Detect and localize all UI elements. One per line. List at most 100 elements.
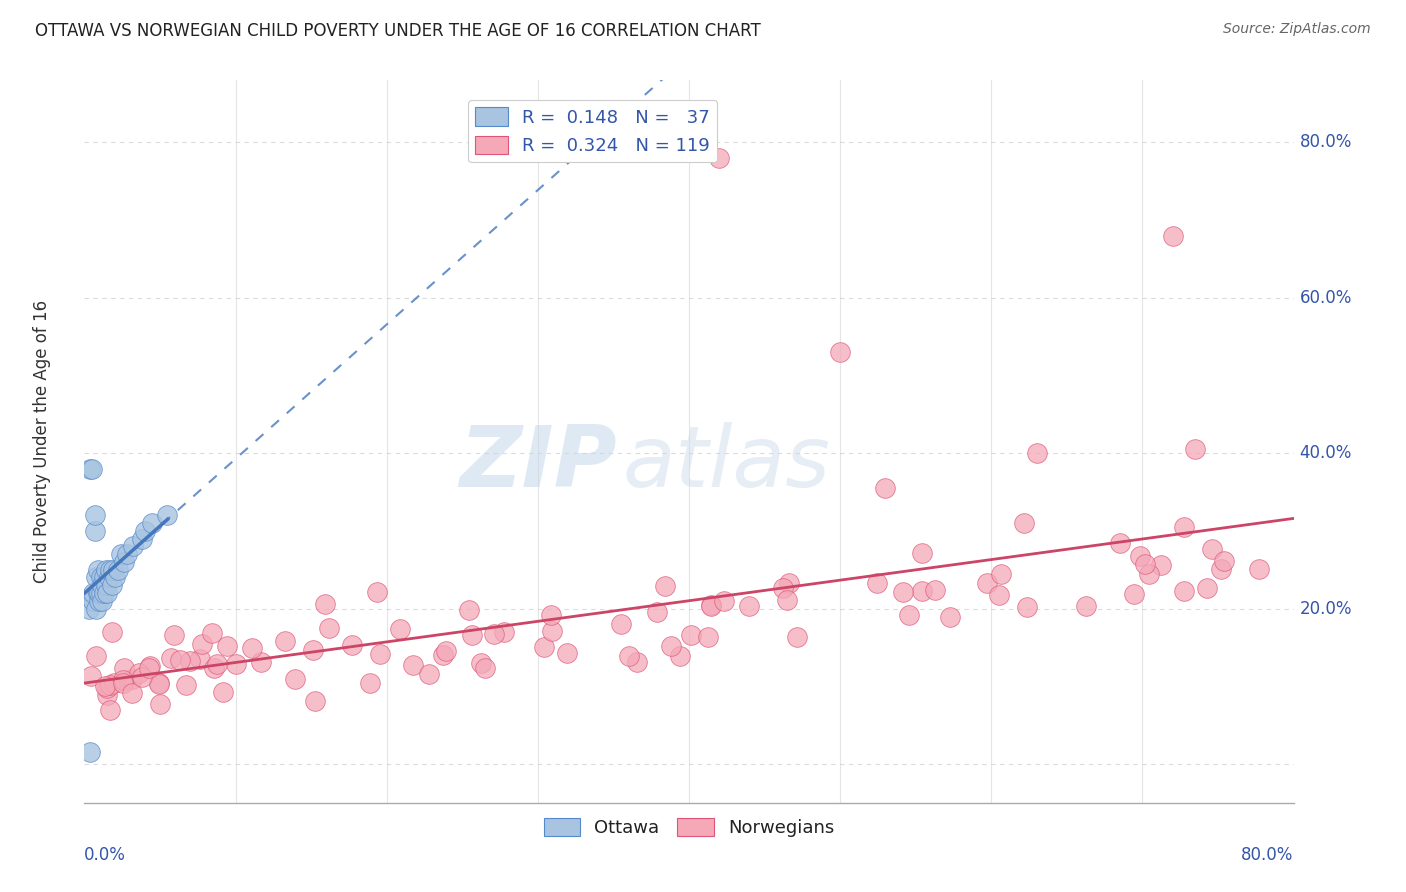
Point [84,508,107,523]
Point [169,653,191,667]
Text: 20.0%: 20.0% [1299,599,1353,617]
Point [1109,536,1132,550]
Point [1173,584,1195,599]
Point [240,641,263,656]
Point [1137,567,1160,582]
Point [121,685,143,699]
Point [80,461,103,475]
Point [79,745,101,759]
Point [668,649,690,664]
Point [898,607,921,622]
Point [90,570,112,584]
Point [98,678,121,692]
Point [1201,542,1223,557]
Point [94,679,117,693]
Point [138,661,160,675]
Point [626,655,648,669]
Point [891,584,914,599]
Point [1213,554,1236,568]
Point [610,617,633,632]
Point [121,672,143,686]
Text: Source: ZipAtlas.com: Source: ZipAtlas.com [1223,22,1371,37]
Text: OTTAWA VS NORWEGIAN CHILD POVERTY UNDER THE AGE OF 16 CORRELATION CHART: OTTAWA VS NORWEGIAN CHILD POVERTY UNDER … [35,22,761,40]
Point [131,532,153,546]
Point [709,151,731,165]
Point [304,693,326,707]
Point [93,586,115,600]
Point [434,643,457,657]
Point [366,585,388,599]
Point [738,599,761,613]
Point [659,639,682,653]
Point [79,461,101,475]
Point [679,628,702,642]
Point [617,649,640,664]
Point [82,594,104,608]
Text: Child Poverty Under the Age of 16: Child Poverty Under the Age of 16 [32,300,51,583]
Point [212,685,235,699]
Point [121,540,143,554]
Point [217,639,239,653]
Text: ZIP: ZIP [458,422,616,505]
Point [875,481,897,495]
Point [314,597,336,611]
Point [202,660,225,674]
Point [1025,446,1047,460]
Point [697,630,720,644]
Point [191,637,214,651]
Point [654,579,676,593]
Point [866,575,889,590]
Point [96,586,118,600]
Point [911,583,934,598]
Point [1017,600,1039,615]
Point [700,599,723,614]
Point [830,345,852,359]
Point [93,570,115,584]
Point [112,661,135,675]
Point [98,563,121,577]
Point [89,594,111,608]
Point [91,578,114,592]
Text: 60.0%: 60.0% [1299,289,1353,307]
Point [91,594,114,608]
Point [139,659,162,673]
Point [359,676,381,690]
Point [77,601,100,615]
Point [89,586,111,600]
Point [200,626,222,640]
Point [131,670,153,684]
Point [107,563,129,577]
Point [274,634,297,648]
Point [786,630,808,644]
Point [1133,557,1156,571]
Point [87,563,110,577]
Point [111,675,134,690]
Point [80,668,103,682]
Point [163,628,186,642]
Point [557,646,579,660]
Point [86,570,108,584]
Point [86,601,108,615]
Point [156,508,179,523]
Point [939,609,962,624]
Point [474,661,496,675]
Point [104,570,127,584]
Point [82,586,104,600]
Point [976,576,998,591]
Point [90,586,112,600]
Point [111,673,134,688]
Point [97,570,120,584]
Point [301,643,323,657]
Point [98,703,121,717]
Point [911,546,934,560]
Point [160,651,183,665]
Point [1161,228,1184,243]
Point [1076,599,1098,613]
Point [103,676,125,690]
Point [94,563,117,577]
Point [1123,586,1146,600]
Point [249,655,271,669]
Point [174,678,197,692]
Point [84,524,107,538]
Point [110,547,132,561]
